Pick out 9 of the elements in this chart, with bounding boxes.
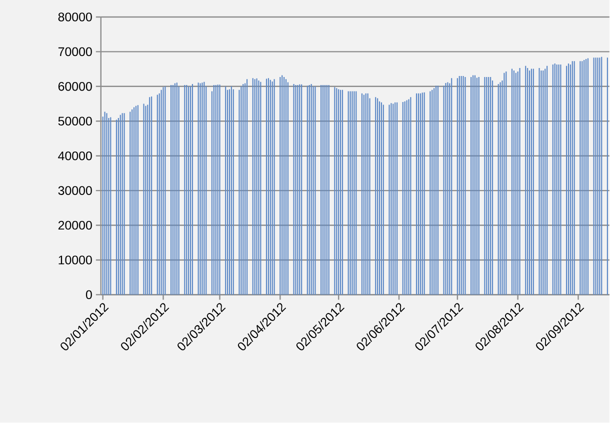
- y-tick-label: 50000: [58, 116, 92, 126]
- y-tick-label: 10000: [58, 256, 92, 265]
- y-tick-label: 20000: [58, 221, 92, 230]
- y-tick-label: 70000: [58, 48, 92, 56]
- y-tick-label: 30000: [58, 186, 92, 196]
- y-tick-label: 80000: [58, 12, 92, 22]
- y-tick-label: 60000: [58, 82, 92, 92]
- y-tick-label: 0: [86, 290, 92, 300]
- y-tick-label: 40000: [58, 152, 92, 160]
